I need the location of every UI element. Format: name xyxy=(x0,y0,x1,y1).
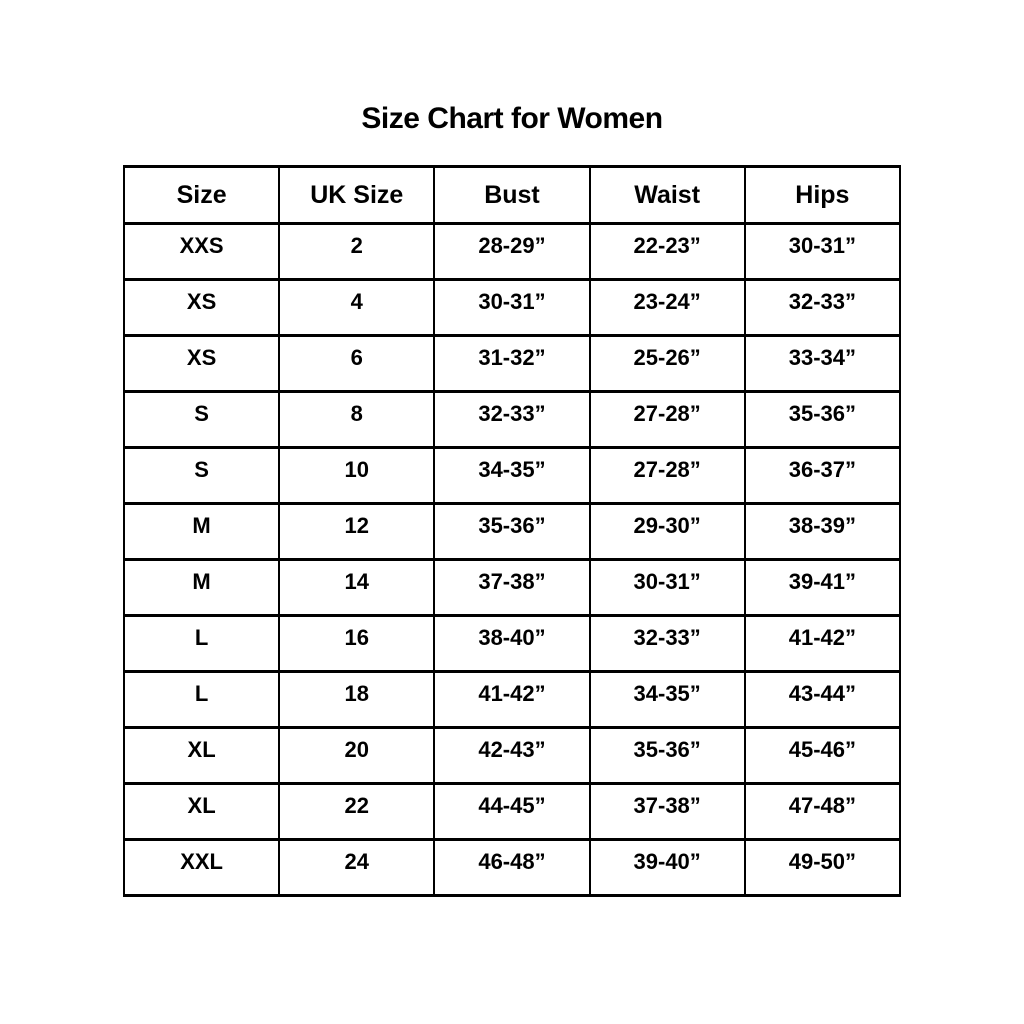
hips-cell: 33-34” xyxy=(743,334,902,393)
header-hips: Hips xyxy=(743,165,902,225)
hips-cell: 49-50” xyxy=(743,838,902,897)
hips-cell: 45-46” xyxy=(743,726,902,785)
uk-size-cell: 24 xyxy=(278,838,436,897)
hips-cell: 36-37” xyxy=(743,446,902,505)
uk-size-cell: 12 xyxy=(278,502,436,561)
waist-cell: 25-26” xyxy=(588,334,746,393)
size-cell: S xyxy=(122,390,281,449)
size-cell: XS xyxy=(122,334,281,393)
size-cell: S xyxy=(122,446,281,505)
size-cell: XL xyxy=(122,726,281,785)
waist-cell: 39-40” xyxy=(588,838,746,897)
bust-cell: 28-29” xyxy=(433,222,591,281)
waist-cell: 35-36” xyxy=(588,726,746,785)
bust-cell: 31-32” xyxy=(433,334,591,393)
waist-cell: 34-35” xyxy=(588,670,746,729)
bust-cell: 30-31” xyxy=(433,278,591,337)
header-size: Size xyxy=(122,165,281,225)
size-cell: XXL xyxy=(122,838,281,897)
table-row: XL 20 42-43” 35-36” 45-46” xyxy=(122,726,902,785)
uk-size-cell: 18 xyxy=(278,670,436,729)
header-bust: Bust xyxy=(433,165,591,225)
hips-cell: 47-48” xyxy=(743,782,902,841)
table-row: S 8 32-33” 27-28” 35-36” xyxy=(122,390,902,449)
bust-cell: 32-33” xyxy=(433,390,591,449)
size-cell: XL xyxy=(122,782,281,841)
waist-cell: 30-31” xyxy=(588,558,746,617)
uk-size-cell: 20 xyxy=(278,726,436,785)
bust-cell: 34-35” xyxy=(433,446,591,505)
page-title: Size Chart for Women xyxy=(361,102,663,135)
uk-size-cell: 16 xyxy=(278,614,436,673)
table-row: M 14 37-38” 30-31” 39-41” xyxy=(122,558,902,617)
bust-cell: 46-48” xyxy=(433,838,591,897)
size-cell: XXS xyxy=(122,222,281,281)
table-row: XS 6 31-32” 25-26” 33-34” xyxy=(122,334,902,393)
hips-cell: 39-41” xyxy=(743,558,902,617)
uk-size-cell: 22 xyxy=(278,782,436,841)
bust-cell: 41-42” xyxy=(433,670,591,729)
uk-size-cell: 14 xyxy=(278,558,436,617)
header-waist: Waist xyxy=(588,165,746,225)
bust-cell: 42-43” xyxy=(433,726,591,785)
table-row: L 18 41-42” 34-35” 43-44” xyxy=(122,670,902,729)
waist-cell: 27-28” xyxy=(588,390,746,449)
waist-cell: 27-28” xyxy=(588,446,746,505)
uk-size-cell: 4 xyxy=(278,278,436,337)
table-row: S 10 34-35” 27-28” 36-37” xyxy=(122,446,902,505)
bust-cell: 37-38” xyxy=(433,558,591,617)
size-cell: L xyxy=(122,670,281,729)
size-cell: M xyxy=(122,502,281,561)
size-cell: XS xyxy=(122,278,281,337)
uk-size-cell: 2 xyxy=(278,222,436,281)
waist-cell: 32-33” xyxy=(588,614,746,673)
waist-cell: 22-23” xyxy=(588,222,746,281)
table-row: XXL 24 46-48” 39-40” 49-50” xyxy=(122,838,902,897)
waist-cell: 23-24” xyxy=(588,278,746,337)
waist-cell: 37-38” xyxy=(588,782,746,841)
table-header: Size UK Size Bust Waist Hips xyxy=(122,165,902,225)
header-uk-size: UK Size xyxy=(278,165,436,225)
hips-cell: 35-36” xyxy=(743,390,902,449)
hips-cell: 43-44” xyxy=(743,670,902,729)
hips-cell: 30-31” xyxy=(743,222,902,281)
waist-cell: 29-30” xyxy=(588,502,746,561)
table-row: XXS 2 28-29” 22-23” 30-31” xyxy=(122,222,902,281)
bust-cell: 38-40” xyxy=(433,614,591,673)
hips-cell: 41-42” xyxy=(743,614,902,673)
table-row: XS 4 30-31” 23-24” 32-33” xyxy=(122,278,902,337)
bust-cell: 35-36” xyxy=(433,502,591,561)
uk-size-cell: 10 xyxy=(278,446,436,505)
size-cell: L xyxy=(122,614,281,673)
size-cell: M xyxy=(122,558,281,617)
uk-size-cell: 8 xyxy=(278,390,436,449)
hips-cell: 38-39” xyxy=(743,502,902,561)
hips-cell: 32-33” xyxy=(743,278,902,337)
size-chart-table: Size UK Size Bust Waist Hips XXS 2 28-29… xyxy=(122,165,902,897)
table-row: M 12 35-36” 29-30” 38-39” xyxy=(122,502,902,561)
table-row: XL 22 44-45” 37-38” 47-48” xyxy=(122,782,902,841)
header-row: Size UK Size Bust Waist Hips xyxy=(122,165,902,225)
table-row: L 16 38-40” 32-33” 41-42” xyxy=(122,614,902,673)
table-body: XXS 2 28-29” 22-23” 30-31” XS 4 30-31” 2… xyxy=(122,222,902,897)
bust-cell: 44-45” xyxy=(433,782,591,841)
uk-size-cell: 6 xyxy=(278,334,436,393)
